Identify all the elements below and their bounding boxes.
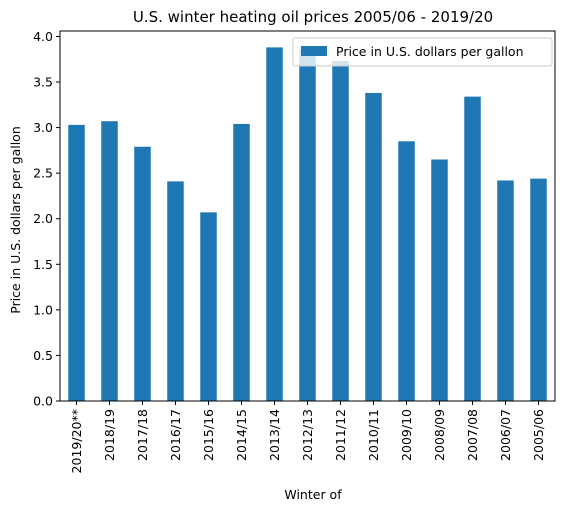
y-tick-label: 1.0 [33,302,53,317]
bar [134,146,151,401]
x-tick-label: 2012/13 [300,409,315,461]
bar [398,141,415,401]
bar [68,124,85,401]
bars-group [68,47,547,402]
x-tick-label: 2006/07 [498,409,513,461]
y-axis-label: Price in U.S. dollars per gallon [8,126,23,314]
bar [431,159,448,401]
x-tick-label: 2005/06 [531,409,546,461]
x-tick-label: 2010/11 [366,409,381,461]
bar [167,181,184,401]
bar [365,92,382,401]
y-tick-label: 4.0 [33,29,53,44]
x-tick-label: 2007/08 [465,409,480,461]
x-tick-label: 2013/14 [267,409,282,461]
chart-title: U.S. winter heating oil prices 2005/06 -… [133,8,493,26]
y-tick-label: 0.0 [33,394,53,409]
x-tick-label: 2017/18 [135,409,150,461]
y-tick-label: 2.5 [33,166,53,181]
bar [332,61,349,402]
y-tick-label: 3.5 [33,75,53,90]
x-tick-label: 2014/15 [234,409,249,461]
legend-swatch [301,46,327,56]
x-tick-label: 2015/16 [201,409,216,461]
legend-box [292,37,553,67]
y-tick-label: 3.0 [33,120,53,135]
y-tick-label: 0.5 [33,348,53,363]
bar [530,178,547,401]
x-tick-label: 2018/19 [102,409,117,461]
y-tick-label: 2.0 [33,211,53,226]
bar [266,47,283,402]
x-tick-label: 2009/10 [399,409,414,461]
x-axis-label: Winter of [284,487,342,502]
x-tick-label: 2008/09 [432,409,447,461]
bar [233,123,250,402]
bar [200,212,217,401]
bar [497,180,514,401]
legend: Price in U.S. dollars per gallon [292,37,553,67]
bar [464,96,481,402]
x-tick-label: 2019/20** [69,409,84,473]
x-axis: 2019/20** 2018/19 2017/18 2016/17 2015/16 201… [69,401,546,473]
x-tick-label: 2016/17 [168,409,183,461]
y-tick-label: 1.5 [33,257,53,272]
bar [101,121,118,401]
bar [299,49,316,402]
x-tick-label: 2011/12 [333,409,348,461]
plot-frame [59,30,556,402]
y-axis: 0.0 0.5 1.0 1.5 2.0 2.5 3.0 3.5 4.0 [33,29,60,409]
legend-label: Price in U.S. dollars per gallon [336,44,524,59]
